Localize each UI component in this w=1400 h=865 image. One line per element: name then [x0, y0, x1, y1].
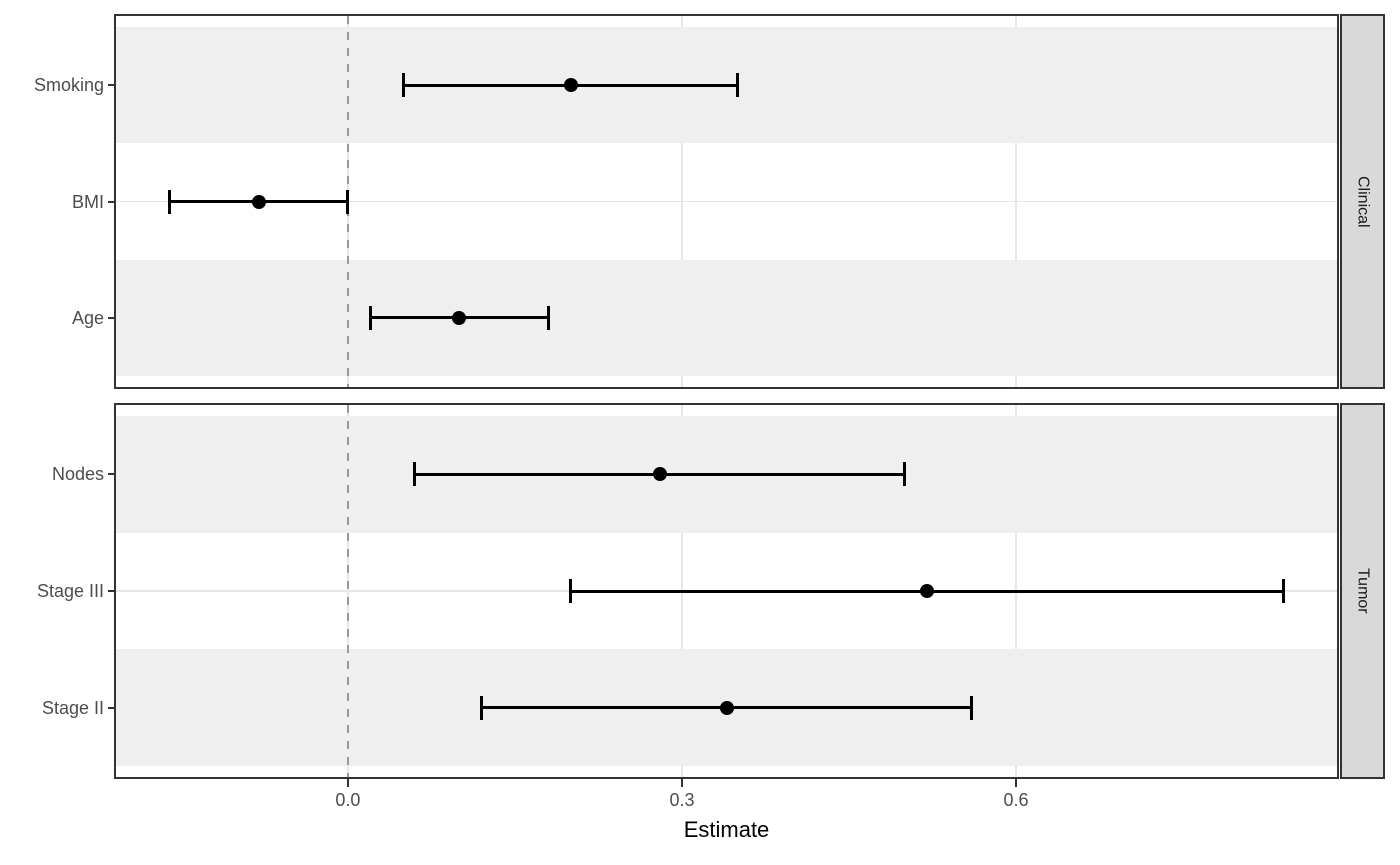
- errorbar-cap-nodes: [413, 462, 417, 487]
- y-axis-label-smoking: Smoking: [33, 75, 104, 96]
- point-smoking: [563, 78, 578, 93]
- errorbar-cap-stage-iii: [569, 579, 573, 603]
- y-axis-label-age: Age: [71, 307, 104, 328]
- facet-panel-tumor: [114, 403, 1339, 779]
- errorbar-cap-nodes: [903, 462, 907, 487]
- errorbar-cap-age: [368, 305, 372, 330]
- point-bmi: [251, 194, 266, 209]
- facet-strip-label: Tumor: [1354, 568, 1372, 614]
- y-axis-tick: [108, 706, 114, 709]
- y-axis-label-stage-iii: Stage III: [36, 581, 104, 601]
- row-stripe: [116, 259, 1337, 376]
- facet-strip-label: Clinical: [1354, 175, 1372, 228]
- facet-strip-clinical: Clinical: [1340, 14, 1385, 389]
- facet-panel-clinical: [114, 14, 1339, 389]
- y-axis-tick: [108, 473, 114, 476]
- facet-strip-tumor: Tumor: [1340, 403, 1385, 779]
- x-tick-label-0.0: 0.0: [335, 790, 361, 810]
- errorbar-cap-age: [546, 305, 550, 330]
- y-axis-label-stage-ii: Stage II: [41, 697, 104, 718]
- point-stage-ii: [719, 700, 734, 715]
- errorbar-cap-stage-ii: [970, 695, 973, 720]
- x-axis-tick: [680, 779, 683, 787]
- point-age: [452, 310, 467, 325]
- y-axis-tick: [108, 316, 114, 319]
- x-axis-title: Estimate: [683, 817, 770, 842]
- x-tick-label-0.3: 0.3: [669, 790, 695, 810]
- gridline-horizontal: [116, 200, 1337, 203]
- y-axis-label-bmi: BMI: [71, 191, 104, 212]
- zero-reference-line: [346, 405, 349, 777]
- y-axis-tick: [108, 590, 114, 592]
- y-axis-tick: [108, 84, 114, 87]
- errorbar-cap-smoking: [402, 73, 406, 98]
- y-axis-label-nodes: Nodes: [51, 464, 104, 485]
- point-nodes: [652, 467, 667, 482]
- point-stage-iii: [919, 584, 934, 598]
- x-axis-tick: [346, 779, 349, 787]
- errorbar-cap-smoking: [736, 73, 740, 98]
- errorbar-cap-stage-ii: [480, 695, 483, 720]
- errorbar-cap-bmi: [168, 189, 172, 214]
- x-tick-label-0.6: 0.6: [1003, 790, 1029, 810]
- x-axis-tick: [1015, 779, 1018, 787]
- y-axis-tick: [108, 200, 114, 203]
- errorbar-cap-stage-iii: [1281, 579, 1285, 603]
- errorbar-cap-bmi: [346, 189, 350, 214]
